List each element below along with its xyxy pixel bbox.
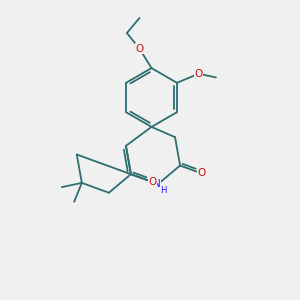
Text: O: O xyxy=(148,177,157,187)
Text: O: O xyxy=(135,44,144,54)
Text: H: H xyxy=(160,186,166,195)
Text: N: N xyxy=(153,179,160,189)
Text: O: O xyxy=(194,69,203,79)
Text: O: O xyxy=(197,168,206,178)
